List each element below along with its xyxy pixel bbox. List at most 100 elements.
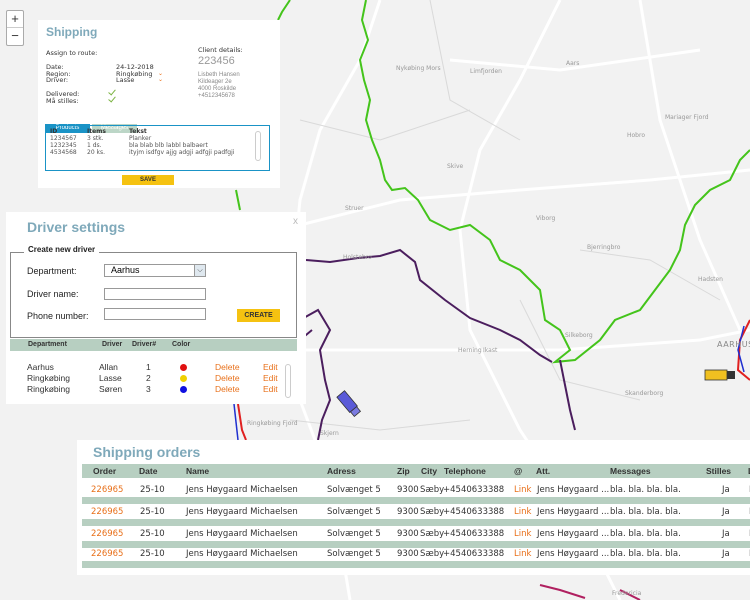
driver-department: Ringkøbing [27, 373, 70, 383]
order-city: Sæby [420, 549, 445, 559]
email-link[interactable]: Link [514, 485, 532, 495]
map-label: Mariager Fjord [665, 114, 709, 121]
zoom-control: + − [6, 10, 24, 46]
phone-number-label: Phone number: [27, 311, 89, 321]
stilles-checkbox[interactable] [108, 95, 117, 104]
edit-link[interactable]: Edit [263, 373, 278, 383]
edit-link[interactable]: Edit [263, 362, 278, 372]
col-att: Att. [536, 466, 551, 476]
table-row[interactable]: 226965 25-10 Jens Høygaard Michaelsen So… [82, 505, 750, 517]
map-label: Aars [566, 60, 580, 67]
order-messages: bla. bla. bla. bla. [610, 507, 681, 517]
order-adress: Solvænget 5 [327, 529, 381, 539]
chevron-down-icon[interactable]: ⌄ [158, 71, 164, 77]
order-messages: bla. bla. bla. bla. [610, 549, 681, 559]
order-city: Sæby [420, 529, 445, 539]
products-col-items: Items [87, 128, 106, 135]
table-row[interactable]: 226965 25-10 Jens Høygaard Michaelsen So… [82, 483, 750, 495]
products-table: ID Items Tekst 1234567 3 stk. Planker 12… [45, 125, 270, 171]
table-row: Ringkøbing Søren 3 Delete Edit [10, 384, 297, 395]
order-zip: 9300 [397, 507, 419, 517]
order-stilles: Ja [722, 485, 730, 495]
order-date: 25-10 [140, 485, 165, 495]
map-label: Skanderborg [625, 390, 664, 397]
order-id-link[interactable]: 226965 [91, 529, 124, 539]
order-messages: bla. bla. bla. bla. [610, 529, 681, 539]
col-driver-number: Driver# [132, 341, 157, 348]
order-att: Jens Høygaard ... [537, 507, 610, 517]
chevron-down-icon[interactable]: ⌵ [194, 265, 205, 276]
zoom-in-button[interactable]: + [7, 11, 23, 28]
order-name: Jens Høygaard Michaelsen [186, 549, 298, 559]
create-driver-legend: Create new driver [24, 245, 100, 254]
email-link[interactable]: Link [514, 549, 532, 559]
phone-number-input[interactable] [104, 308, 206, 320]
order-name: Jens Høygaard Michaelsen [186, 485, 298, 495]
order-id-link[interactable]: 226965 [91, 485, 124, 495]
products-col-tekst: Tekst [129, 128, 147, 135]
tab-messages[interactable]: Messages [92, 124, 137, 133]
table-row[interactable]: 226965 25-10 Jens Høygaard Michaelsen So… [82, 547, 750, 559]
order-stilles: Ja [722, 549, 730, 559]
driver-number: 1 [146, 362, 151, 372]
order-att: Jens Høygaard ... [537, 485, 610, 495]
date-value[interactable]: 24-12-2018 [116, 63, 154, 71]
department-select[interactable]: Aarhus ⌵ [104, 264, 206, 277]
map-label: Fredericia [612, 590, 642, 597]
col-driver: Driver [102, 341, 123, 348]
driver-number: 3 [146, 384, 151, 394]
delivered-label: Delivered: [46, 90, 80, 98]
order-messages: bla. bla. bla. bla. [610, 485, 681, 495]
truck-icon[interactable] [330, 388, 364, 418]
driver-settings-panel: Driver settings x Create new driver Depa… [6, 212, 306, 404]
product-id: 1232345 [50, 142, 77, 149]
products-scrollbar[interactable] [255, 131, 261, 161]
save-button[interactable]: SAVE [122, 175, 174, 185]
order-telephone: +4540633388 [443, 529, 505, 539]
email-link[interactable]: Link [514, 529, 532, 539]
chevron-down-icon[interactable]: ⌄ [158, 77, 164, 83]
order-adress: Solvænget 5 [327, 507, 381, 517]
delete-link[interactable]: Delete [215, 373, 240, 383]
drivers-table-header: Department Driver Driver# Color [10, 339, 297, 351]
zoom-out-button[interactable]: − [11, 28, 19, 43]
order-telephone: +4540633388 [443, 549, 505, 559]
col-telephone: Telephone [444, 466, 486, 476]
order-id-link[interactable]: 226965 [91, 549, 124, 559]
region-select[interactable]: Ringkøbing [116, 70, 153, 78]
order-date: 25-10 [140, 549, 165, 559]
driver-department: Aarhus [27, 362, 54, 372]
drivers-scrollbar[interactable] [285, 364, 291, 398]
row-divider [82, 519, 750, 526]
client-name: Lisbeth Hansen [198, 72, 240, 78]
map-label: Holstebro [343, 254, 372, 261]
row-divider [82, 541, 750, 548]
order-zip: 9300 [397, 485, 419, 495]
tab-products[interactable]: Products [45, 124, 90, 133]
col-department: Department [28, 341, 67, 348]
shipping-orders-panel: Shipping orders Order Date Name Adress Z… [77, 440, 750, 575]
close-icon[interactable]: x [293, 216, 298, 227]
table-row[interactable]: 226965 25-10 Jens Høygaard Michaelsen So… [82, 527, 750, 539]
edit-link[interactable]: Edit [263, 384, 278, 394]
truck-icon[interactable] [703, 368, 737, 382]
delete-link[interactable]: Delete [215, 362, 240, 372]
create-button[interactable]: CREATE [237, 309, 280, 322]
order-city: Sæby [420, 485, 445, 495]
date-label: Date: [46, 63, 64, 71]
order-id-link[interactable]: 226965 [91, 507, 124, 517]
col-l: L [748, 466, 750, 476]
driver-select[interactable]: Lasse [116, 76, 135, 84]
col-city: City [421, 466, 438, 476]
col-adress: Adress [327, 466, 356, 476]
delete-link[interactable]: Delete [215, 384, 240, 394]
shipping-orders-title: Shipping orders [93, 444, 201, 460]
order-zip: 9300 [397, 529, 419, 539]
product-id: 4534568 [50, 149, 77, 156]
product-items: 3 stk. [87, 135, 104, 142]
email-link[interactable]: Link [514, 507, 532, 517]
driver-name-input[interactable] [104, 288, 206, 300]
department-label: Department: [27, 266, 77, 276]
